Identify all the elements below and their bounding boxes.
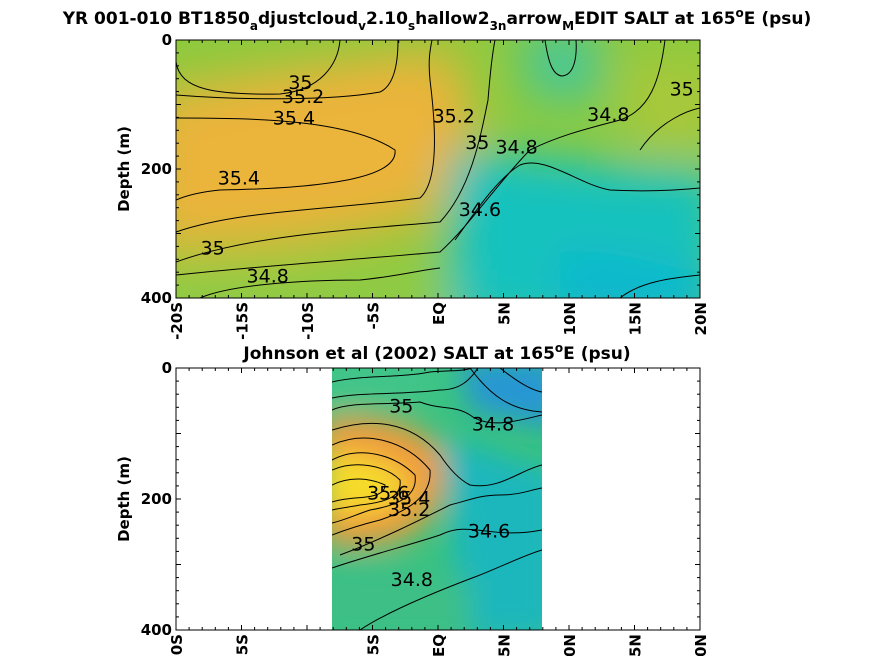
bottom-contour-label: 34.8 — [472, 414, 514, 436]
top-title-part: djustcloud — [258, 9, 358, 29]
bottom-ticks — [175, 367, 701, 631]
top-contour-label: 35 — [670, 78, 694, 100]
top-contour-label: 34.8 — [247, 265, 289, 287]
top-x-tick-labels: -20S -15S -10S -5S EQ 5N 10N 15N 20N — [168, 302, 710, 340]
top-title-part: M — [562, 19, 574, 33]
top-contour-label: 35.2 — [433, 105, 475, 127]
bottom-x-tick-label: 5N — [496, 634, 514, 656]
bottom-contour-label: 35.4 — [388, 488, 430, 510]
top-title-part: 2.10 — [366, 9, 408, 29]
top-x-tick-label: 5N — [496, 302, 514, 325]
bottom-x-tick-label: 0N — [561, 634, 579, 656]
bottom-contour-lines — [332, 368, 542, 630]
top-contour-label: 35.4 — [273, 107, 315, 129]
top-title-part: v — [358, 19, 366, 33]
top-title: YR 001-010 BT1850adjustcloudv2.10shallow… — [62, 6, 812, 33]
top-contour-label: 34.6 — [459, 199, 501, 221]
bottom-x-tick-label: 5S — [234, 634, 252, 655]
top-y-axis-label: Depth (m) — [115, 126, 133, 212]
top-y-tick-label: 400 — [141, 289, 172, 307]
top-x-tick-label: -20S — [168, 302, 186, 340]
bottom-title-part: Johnson et al (2002) SALT at 165 — [242, 344, 555, 364]
top-contour-label: 34.8 — [587, 104, 629, 126]
svg-text:Johnson et al (2002) SALT at 1: Johnson et al (2002) SALT at 165oE (psu) — [242, 341, 630, 364]
bottom-contour-label: 34.6 — [468, 520, 510, 542]
bottom-contour-label: 35 — [351, 534, 375, 556]
bottom-salinity-field: 35 34.8 35.635.435.2 35 34.6 34.8 — [332, 368, 542, 630]
bottom-contour-label: 35 — [389, 395, 413, 417]
bottom-x-tick-labels: 0S 5S 5S EQ 5N 0N 5N 0N — [168, 634, 710, 656]
bottom-x-tick-label: 5S — [365, 634, 383, 655]
bottom-x-tick-label: 0S — [168, 634, 186, 655]
bottom-title: Johnson et al (2002) SALT at 165oE (psu) — [242, 341, 630, 364]
bottom-title-part: E (psu) — [563, 344, 630, 364]
top-contour-label: 35 — [288, 72, 312, 94]
bottom-contour-label: 34.8 — [391, 569, 433, 591]
bottom-contour-labels: 35 34.8 35.635.435.2 35 34.6 34.8 — [351, 395, 514, 591]
top-title-part: YR 001-010 BT1850 — [62, 9, 250, 29]
top-contour-label: 35.4 — [218, 167, 260, 189]
bottom-y-tick-label: 200 — [141, 490, 172, 508]
top-title-part: s — [408, 19, 415, 33]
top-x-tick-label: -5S — [365, 302, 383, 329]
top-title-part: o — [736, 6, 744, 20]
top-title-part: EDIT SALT at 165 — [574, 9, 736, 29]
top-y-tick-label: 0 — [162, 31, 172, 49]
top-panel: YR 001-010 BT1850adjustcloudv2.10shallow… — [62, 6, 812, 340]
top-y-tick-label: 200 — [141, 160, 172, 178]
top-x-tick-label: 10N — [561, 302, 579, 335]
top-contour-label: 35 — [201, 238, 225, 260]
bottom-x-tick-label: 0N — [692, 634, 710, 656]
top-contour-label: 35 — [465, 132, 489, 154]
bottom-y-tick-labels: 0 200 400 — [141, 359, 172, 639]
top-y-tick-labels: 0 200 400 — [141, 31, 172, 307]
bottom-panel: Johnson et al (2002) SALT at 165oE (psu) — [115, 341, 710, 656]
top-x-tick-label: -10S — [299, 302, 317, 340]
top-title-part: arrow — [506, 9, 562, 29]
bottom-x-tick-label: EQ — [430, 634, 448, 656]
top-title-part: hallow2 — [415, 9, 489, 29]
top-contour-lines — [176, 40, 700, 298]
svg-text:YR 001-010 BT1850adjustcloudv2: YR 001-010 BT1850adjustcloudv2.10shallow… — [62, 6, 812, 33]
top-title-part: E (psu) — [744, 9, 811, 29]
bottom-y-axis-label: Depth (m) — [115, 456, 133, 542]
top-title-part: a — [250, 19, 258, 33]
top-x-tick-label: EQ — [430, 302, 448, 325]
top-contour-label: 35.2 — [282, 86, 324, 108]
bottom-contour-label: 35.6 — [367, 482, 409, 504]
bottom-y-tick-label: 400 — [141, 621, 172, 639]
bottom-x-tick-label: 5N — [627, 634, 645, 656]
top-ticks — [175, 39, 701, 299]
bottom-contour-label: 35.2 — [388, 499, 430, 521]
bottom-y-tick-label: 0 — [162, 359, 172, 377]
top-title-part: 3n — [490, 19, 507, 33]
top-x-tick-label: -15S — [234, 302, 252, 340]
top-x-tick-label: 20N — [692, 302, 710, 335]
bottom-title-part: o — [555, 341, 563, 355]
top-x-tick-label: 15N — [627, 302, 645, 335]
top-contour-label: 34.8 — [495, 136, 537, 158]
